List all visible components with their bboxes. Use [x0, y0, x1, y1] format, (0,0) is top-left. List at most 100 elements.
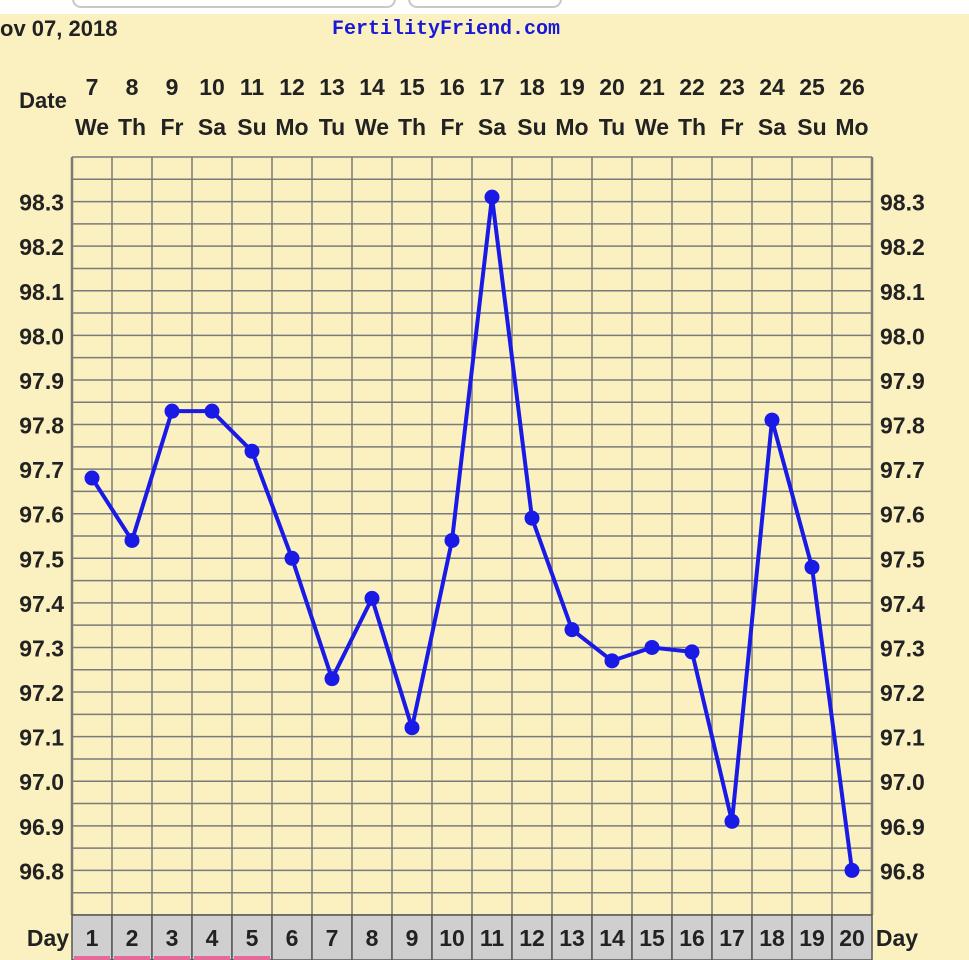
weekday-label: Mo — [275, 114, 308, 140]
temperature-point — [844, 862, 860, 878]
cycle-day-label: 7 — [326, 925, 339, 951]
day-cell — [591, 914, 633, 960]
y-tick-label-left: 96.8 — [19, 858, 64, 884]
y-tick-label-right: 97.0 — [880, 769, 925, 795]
day-cell — [151, 914, 193, 960]
temperature-point — [604, 653, 620, 669]
cycle-day-label: 20 — [839, 925, 865, 951]
cycle-day-label: 10 — [439, 925, 465, 951]
period-marker — [154, 956, 190, 960]
y-tick-label-left: 98.3 — [19, 190, 64, 216]
y-tick-label-right: 97.8 — [880, 413, 925, 439]
temperature-point — [124, 532, 140, 548]
day-row-label-left: Day — [27, 925, 69, 951]
weekday-label: Tu — [599, 114, 625, 140]
y-tick-label-right: 98.1 — [880, 279, 925, 305]
date-label: 19 — [559, 74, 585, 100]
date-label: 25 — [799, 74, 825, 100]
weekday-label: We — [75, 114, 109, 140]
temperature-point — [564, 622, 580, 638]
weekday-label: Su — [517, 114, 546, 140]
date-label: 7 — [86, 74, 99, 100]
day-cell — [271, 914, 313, 960]
cycle-day-label: 3 — [166, 925, 179, 951]
y-tick-label-left: 97.0 — [19, 769, 64, 795]
y-tick-label-left: 97.8 — [19, 413, 64, 439]
date-label: 9 — [166, 74, 179, 100]
day-cell — [631, 914, 673, 960]
temperature-point — [84, 470, 100, 486]
weekday-label: Fr — [721, 114, 744, 140]
cycle-day-label: 14 — [599, 925, 625, 951]
date-label: 15 — [399, 74, 425, 100]
cycle-day-label: 11 — [480, 925, 505, 951]
weekday-label: Sa — [758, 114, 786, 140]
chart-grid — [70, 156, 874, 916]
temperature-point — [524, 510, 540, 526]
cycle-day-label: 17 — [719, 925, 745, 951]
y-tick-label-left: 96.9 — [19, 814, 64, 840]
cycle-day-label: 5 — [246, 925, 259, 951]
date-label: 21 — [639, 74, 665, 100]
period-marker — [114, 956, 150, 960]
temperature-point — [364, 590, 380, 606]
cycle-day-label: 15 — [639, 925, 665, 951]
y-tick-label-left: 97.2 — [19, 680, 64, 706]
temperature-point — [484, 189, 500, 205]
cycle-day-label: 19 — [799, 925, 825, 951]
period-marker — [234, 956, 270, 960]
date-label: 24 — [759, 74, 785, 100]
temperature-point — [324, 671, 340, 687]
temperature-line — [90, 195, 854, 871]
cycle-day-label: 12 — [519, 925, 545, 951]
day-cell — [551, 914, 593, 960]
day-cell — [751, 914, 793, 960]
weekday-label: Mo — [555, 114, 588, 140]
temperature-point — [764, 412, 780, 428]
y-tick-label-right: 97.9 — [880, 368, 925, 394]
day-cell — [351, 914, 393, 960]
temperature-point — [284, 550, 300, 566]
temperature-point — [644, 639, 660, 655]
cycle-day-label: 1 — [86, 925, 99, 951]
y-tick-label-left: 98.0 — [19, 323, 64, 349]
browser-top-strip — [0, 0, 969, 14]
temperature-point — [444, 532, 460, 548]
temperature-point — [724, 813, 740, 829]
temperature-point — [404, 720, 420, 736]
cycle-day-label: 9 — [406, 925, 419, 951]
day-row-label-right: Day — [876, 925, 918, 951]
y-tick-label-right: 98.0 — [880, 323, 925, 349]
weekday-label: Th — [118, 114, 146, 140]
y-tick-label-right: 97.3 — [880, 635, 925, 661]
day-cell — [831, 914, 873, 960]
cycle-day-label: 2 — [126, 925, 139, 951]
date-label: 11 — [240, 74, 265, 100]
day-cell — [231, 914, 273, 960]
date-row-label: Date — [19, 88, 67, 113]
y-tick-label-left: 97.3 — [19, 635, 64, 661]
y-tick-label-left: 98.2 — [19, 234, 64, 260]
date-label: 17 — [479, 74, 505, 100]
weekday-label: Tu — [319, 114, 345, 140]
weekday-label: Th — [678, 114, 706, 140]
period-marker — [194, 956, 230, 960]
weekday-label: We — [355, 114, 389, 140]
cycle-day-label: 4 — [206, 925, 219, 951]
y-tick-label-left: 97.1 — [19, 725, 64, 751]
site-name-link[interactable]: FertilityFriend.com — [332, 18, 561, 41]
weekday-label: We — [635, 114, 669, 140]
date-label: 13 — [319, 74, 345, 100]
date-label: 14 — [359, 74, 385, 100]
weekday-label: Su — [797, 114, 826, 140]
y-tick-label-right: 97.4 — [880, 591, 925, 617]
y-tick-label-right: 96.9 — [880, 814, 925, 840]
y-tick-label-left: 97.6 — [19, 502, 64, 528]
temperature-point — [244, 443, 260, 459]
y-tick-label-right: 98.2 — [880, 234, 925, 260]
y-tick-label-left: 97.9 — [19, 368, 64, 394]
period-marker — [74, 956, 110, 960]
y-tick-label-left: 97.7 — [19, 457, 64, 483]
